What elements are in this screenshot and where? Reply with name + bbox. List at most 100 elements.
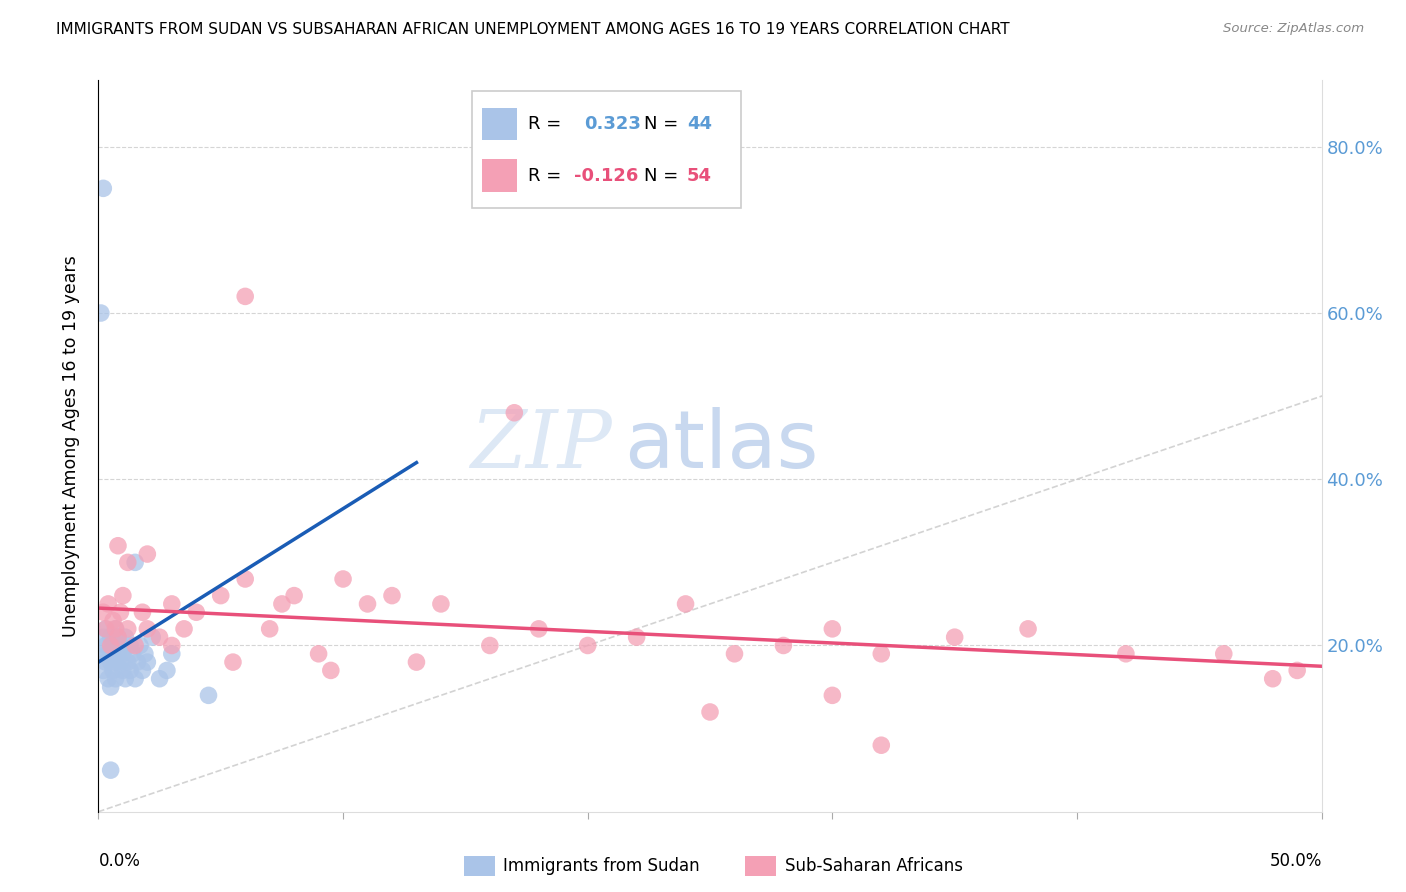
Point [136, 547, 159, 561]
Point [1261, 672, 1284, 686]
Point [104, 655, 127, 669]
Text: ZIP: ZIP [471, 408, 612, 484]
Point [160, 597, 183, 611]
Point [100, 655, 122, 669]
Text: Sub-Saharan Africans: Sub-Saharan Africans [785, 857, 963, 875]
Point [97, 647, 120, 661]
Point [222, 655, 245, 669]
Y-axis label: Unemployment Among Ages 16 to 19 years: Unemployment Among Ages 16 to 19 years [62, 255, 80, 637]
Point [821, 622, 844, 636]
Point [136, 622, 159, 636]
Point [114, 630, 136, 644]
Point [141, 630, 163, 644]
Text: Source: ZipAtlas.com: Source: ZipAtlas.com [1223, 22, 1364, 36]
Point [91, 664, 114, 678]
Point [120, 639, 142, 653]
Point [821, 689, 844, 703]
Point [233, 572, 256, 586]
Point [405, 655, 427, 669]
Point [356, 597, 378, 611]
Point [94, 622, 117, 636]
Point [136, 655, 159, 669]
Point [503, 406, 526, 420]
Point [104, 672, 127, 686]
Point [134, 647, 156, 661]
Point [772, 639, 794, 653]
Text: IMMIGRANTS FROM SUDAN VS SUBSAHARAN AFRICAN UNEMPLOYMENT AMONG AGES 16 TO 19 YEA: IMMIGRANTS FROM SUDAN VS SUBSAHARAN AFRI… [56, 22, 1010, 37]
Point [870, 647, 893, 661]
Point [110, 639, 132, 653]
Point [111, 589, 134, 603]
Point [111, 647, 134, 661]
Point [127, 655, 149, 669]
Point [156, 664, 179, 678]
Point [117, 622, 139, 636]
Point [100, 763, 122, 777]
Point [149, 672, 172, 686]
Point [91, 605, 114, 619]
Point [100, 680, 122, 694]
Point [107, 647, 129, 661]
Point [1115, 647, 1137, 661]
Point [120, 664, 142, 678]
Point [104, 622, 127, 636]
Point [97, 672, 120, 686]
Point [160, 647, 183, 661]
Point [94, 622, 117, 636]
Text: Immigrants from Sudan: Immigrants from Sudan [503, 857, 700, 875]
Point [101, 647, 124, 661]
Point [90, 306, 112, 320]
Point [90, 647, 112, 661]
Point [131, 664, 153, 678]
Point [197, 689, 219, 703]
Point [527, 622, 550, 636]
Point [110, 655, 132, 669]
Point [332, 572, 354, 586]
Point [124, 639, 146, 653]
Point [104, 622, 127, 636]
Point [430, 597, 453, 611]
Point [149, 630, 172, 644]
Point [114, 672, 136, 686]
Point [1212, 647, 1234, 661]
Point [233, 289, 256, 303]
Point [675, 597, 697, 611]
Point [91, 630, 114, 644]
Point [107, 539, 129, 553]
Point [121, 647, 143, 661]
Point [319, 664, 342, 678]
Point [117, 655, 139, 669]
Point [160, 639, 183, 653]
Point [101, 639, 124, 653]
Point [478, 639, 501, 653]
Point [626, 630, 648, 644]
Point [97, 597, 120, 611]
Point [124, 672, 146, 686]
Point [576, 639, 599, 653]
Point [131, 605, 153, 619]
Point [699, 705, 721, 719]
Point [173, 622, 195, 636]
Point [124, 555, 146, 569]
Point [270, 597, 294, 611]
Point [186, 605, 208, 619]
Point [100, 639, 122, 653]
Point [1017, 622, 1039, 636]
Point [381, 589, 404, 603]
Point [94, 655, 117, 669]
Point [308, 647, 330, 661]
Point [209, 589, 232, 603]
Point [107, 630, 129, 644]
Text: 50.0%: 50.0% [1270, 852, 1322, 870]
Point [111, 664, 134, 678]
Point [870, 738, 893, 752]
Point [129, 639, 152, 653]
Point [943, 630, 966, 644]
Point [283, 589, 305, 603]
Point [107, 630, 129, 644]
Text: 0.0%: 0.0% [98, 852, 141, 870]
Text: atlas: atlas [624, 407, 818, 485]
Point [110, 605, 132, 619]
Point [117, 555, 139, 569]
Point [94, 639, 117, 653]
